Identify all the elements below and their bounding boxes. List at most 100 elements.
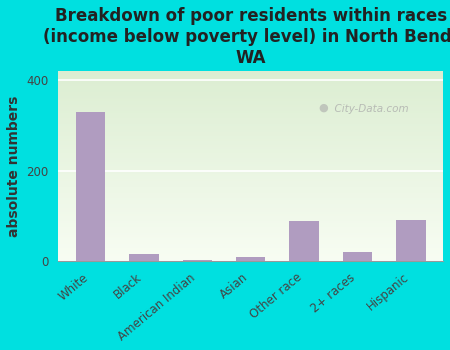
- Bar: [58, 130, 443, 132]
- Bar: [58, 162, 443, 164]
- Bar: [58, 248, 443, 250]
- Bar: [58, 94, 443, 96]
- Bar: [58, 80, 443, 82]
- Bar: [58, 115, 443, 117]
- Bar: [58, 235, 443, 237]
- Text: ●: ●: [318, 103, 328, 113]
- Bar: [58, 231, 443, 233]
- Bar: [58, 180, 443, 181]
- Bar: [58, 218, 443, 219]
- Bar: [396, 219, 426, 261]
- Bar: [58, 181, 443, 183]
- Bar: [58, 216, 443, 218]
- Bar: [58, 77, 443, 78]
- Bar: [58, 256, 443, 258]
- Bar: [129, 254, 159, 261]
- Bar: [183, 260, 212, 261]
- Bar: [58, 187, 443, 189]
- Bar: [58, 225, 443, 227]
- Bar: [58, 92, 443, 94]
- Bar: [58, 136, 443, 138]
- Bar: [58, 204, 443, 206]
- Bar: [58, 134, 443, 136]
- Bar: [58, 164, 443, 166]
- Bar: [58, 102, 443, 103]
- Bar: [58, 90, 443, 92]
- Bar: [58, 139, 443, 141]
- Bar: [58, 202, 443, 204]
- Bar: [58, 147, 443, 149]
- Bar: [58, 73, 443, 75]
- Bar: [58, 223, 443, 225]
- Bar: [58, 242, 443, 244]
- Bar: [58, 145, 443, 147]
- Bar: [58, 156, 443, 159]
- Bar: [58, 84, 443, 86]
- Bar: [58, 96, 443, 98]
- Bar: [58, 221, 443, 223]
- Bar: [289, 222, 319, 261]
- Bar: [58, 191, 443, 193]
- Bar: [58, 132, 443, 134]
- Bar: [58, 208, 443, 210]
- Bar: [58, 201, 443, 202]
- Bar: [58, 250, 443, 252]
- Bar: [58, 88, 443, 90]
- Bar: [58, 138, 443, 139]
- Text: City-Data.com: City-Data.com: [328, 104, 408, 114]
- Bar: [58, 254, 443, 256]
- Bar: [58, 103, 443, 105]
- Bar: [58, 153, 443, 155]
- Bar: [58, 206, 443, 208]
- Bar: [58, 149, 443, 151]
- Bar: [58, 176, 443, 177]
- Bar: [58, 122, 443, 124]
- Bar: [58, 107, 443, 109]
- Bar: [58, 177, 443, 180]
- Bar: [58, 219, 443, 221]
- Bar: [58, 78, 443, 81]
- Y-axis label: absolute numbers: absolute numbers: [7, 96, 21, 237]
- Bar: [58, 185, 443, 187]
- Bar: [58, 244, 443, 246]
- Bar: [76, 112, 105, 261]
- Bar: [58, 99, 443, 102]
- Bar: [58, 160, 443, 162]
- Bar: [58, 82, 443, 84]
- Bar: [58, 259, 443, 261]
- Bar: [58, 128, 443, 130]
- Bar: [58, 117, 443, 119]
- Bar: [58, 174, 443, 176]
- Bar: [58, 126, 443, 128]
- Title: Breakdown of poor residents within races
(income below poverty level) in North B: Breakdown of poor residents within races…: [43, 7, 450, 66]
- Bar: [58, 113, 443, 115]
- Bar: [58, 170, 443, 172]
- Bar: [58, 212, 443, 214]
- Bar: [58, 227, 443, 229]
- Bar: [343, 252, 372, 261]
- Bar: [58, 238, 443, 240]
- Bar: [58, 120, 443, 122]
- Bar: [58, 75, 443, 77]
- Bar: [58, 172, 443, 174]
- Bar: [58, 168, 443, 170]
- Bar: [58, 189, 443, 191]
- Bar: [58, 195, 443, 197]
- Bar: [58, 198, 443, 201]
- Bar: [58, 237, 443, 238]
- Bar: [58, 183, 443, 185]
- Bar: [58, 197, 443, 198]
- Bar: [58, 98, 443, 99]
- Bar: [58, 214, 443, 216]
- Bar: [58, 71, 443, 73]
- Bar: [58, 233, 443, 235]
- Bar: [58, 210, 443, 212]
- Bar: [58, 159, 443, 160]
- Bar: [58, 143, 443, 145]
- Bar: [58, 166, 443, 168]
- Bar: [58, 86, 443, 88]
- Bar: [58, 252, 443, 254]
- Bar: [58, 105, 443, 107]
- Bar: [58, 111, 443, 113]
- Bar: [58, 229, 443, 231]
